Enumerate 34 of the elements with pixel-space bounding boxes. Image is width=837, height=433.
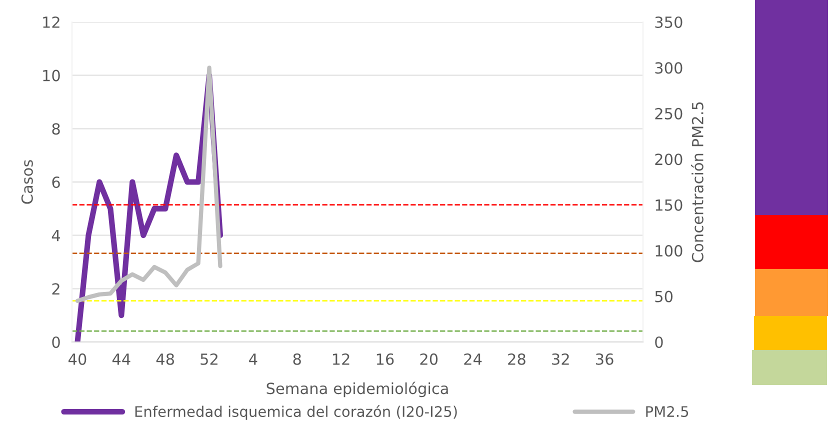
x-tick-label: 44 <box>112 354 130 365</box>
y-tick-label: 6 <box>52 176 60 188</box>
y-tick-label: 2 <box>52 283 60 294</box>
y-tick-label: 0 <box>52 336 60 348</box>
y2-tick-label: 200 <box>655 154 682 166</box>
legend-label: PM2.5 <box>646 406 688 418</box>
y2-tick-label: 300 <box>655 62 682 74</box>
x-tick-label: 52 <box>200 353 218 365</box>
x-tick-label: 4 <box>249 354 258 365</box>
x-tick-label: 8 <box>293 353 301 365</box>
y-tick-label: 12 <box>43 16 60 28</box>
x-tick-label: 48 <box>156 353 174 365</box>
y2-tick-label: 250 <box>655 108 682 120</box>
x-tick-label: 12 <box>332 353 350 365</box>
y2-tick-label: 150 <box>656 199 682 211</box>
y-axis-title: Casos <box>21 160 33 204</box>
x-axis-title: Semana epidemiológica <box>266 382 448 398</box>
y-tick-label: 8 <box>52 123 60 135</box>
x-tick-label: 16 <box>376 353 394 365</box>
x-tick-label: 40 <box>68 353 86 365</box>
x-tick-label: 36 <box>596 353 614 365</box>
y-tick-label: 4 <box>52 230 60 242</box>
legend-label: Enfermedad isquemica del corazón (I20-I25) <box>135 405 457 420</box>
x-tick-label: 32 <box>552 353 569 365</box>
y2-tick-label: 350 <box>655 16 682 28</box>
x-tick-label: 28 <box>508 353 526 365</box>
y2-tick-label: 100 <box>656 245 682 257</box>
y2-axis-title: Concentración PM2.5 <box>690 102 704 262</box>
line-series <box>75 66 222 303</box>
x-tick-label: 20 <box>420 353 438 365</box>
y2-tick-label: 50 <box>655 290 673 302</box>
y-tick-label: 10 <box>43 70 60 82</box>
x-tick-label: 24 <box>464 353 482 365</box>
y2-tick-label: 0 <box>655 336 663 348</box>
